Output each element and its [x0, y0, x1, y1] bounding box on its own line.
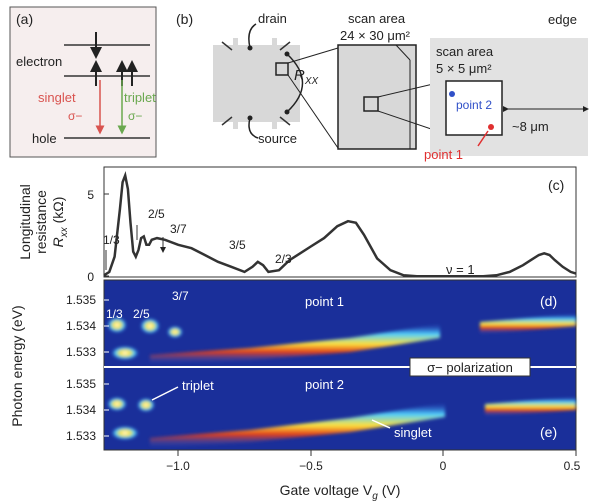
xtick-0: 0 — [440, 459, 447, 473]
triplet-label: triplet — [124, 90, 156, 105]
map-d-singlet-band — [150, 324, 440, 364]
panel-a-label: (a) — [16, 11, 33, 27]
panel-b: (b) drain source RXX scan area 24 × 30 μ… — [176, 11, 589, 162]
singlet-label: singlet — [38, 90, 76, 105]
map-e-y-ticks — [104, 383, 109, 437]
zoom-line-top — [287, 47, 339, 64]
scan-large-line1: scan area — [348, 11, 406, 26]
fraction-3-7-c: 3/7 — [170, 222, 187, 236]
xtick-0-5: 0.5 — [564, 459, 581, 473]
hall-bar-sample — [213, 38, 300, 129]
rxx-ytick-5: 5 — [87, 188, 94, 202]
photon-energy-ylabel: Photon energy (eV) — [9, 305, 25, 426]
xtick-minus-1: −1.0 — [166, 459, 190, 473]
map-e-right-band — [485, 397, 576, 416]
panel-d-label: (d) — [540, 293, 557, 309]
point-1-label: point 1 — [424, 147, 463, 162]
fraction-3-7-d: 3/7 — [172, 289, 189, 303]
map-e-spot-triplet — [137, 398, 155, 412]
panel-c: 5 0 (c) 1/3 2/5 3/7 3/5 2/3 ν = 1 Longit… — [17, 166, 577, 284]
map-d-spot-low — [111, 346, 139, 360]
nu-1-label: ν = 1 — [446, 262, 475, 277]
rxx-ylabel-line2: resistance — [33, 190, 49, 254]
source-label: source — [258, 131, 297, 146]
panel-c-frame — [103, 166, 577, 278]
singlet-pointer — [371, 419, 391, 429]
source-lead — [248, 117, 259, 139]
hall-bar-contacts — [221, 41, 291, 126]
map-e-bands — [107, 397, 576, 448]
large-scan-edge-top — [395, 44, 411, 61]
xtick-minus-0-5: −0.5 — [299, 459, 323, 473]
rxx-label: RXX — [294, 67, 319, 87]
fraction-1-3-d: 1/3 — [106, 307, 123, 321]
polarization-label: σ− polarization — [427, 360, 513, 375]
scan-small-line1: scan area — [436, 44, 494, 59]
electron-label: electron — [16, 54, 62, 69]
singlet-polarization: σ− — [68, 109, 82, 123]
fraction-2-5-c: 2/5 — [148, 207, 165, 221]
panel-a: (a) electron hole singlet σ− triplet σ− — [9, 6, 157, 158]
rxx-ylabel-line3: Rxx (kΩ) — [50, 197, 70, 248]
drain-label: drain — [258, 11, 287, 26]
zoom-line-bottom — [287, 74, 339, 149]
map-d-right-band — [480, 314, 576, 334]
x-axis: −1.0 −0.5 0 0.5 Gate voltage Vg (V) — [166, 450, 581, 502]
triplet-pointer — [151, 386, 179, 401]
gate-voltage-xlabel: Gate voltage Vg (V) — [280, 482, 401, 502]
hole-label: hole — [32, 131, 57, 146]
map-e-spot-1 — [107, 397, 127, 411]
point-2-marker — [449, 91, 455, 97]
panel-b-label: (b) — [176, 11, 193, 27]
singlet-map-label: singlet — [394, 425, 432, 440]
map-d-point-label: point 1 — [305, 294, 344, 309]
map-d-y-ticks — [104, 299, 109, 353]
fraction-3-5-c: 3/5 — [229, 238, 246, 252]
fraction-2-5-d: 2/5 — [133, 307, 150, 321]
x-tick-marks — [177, 450, 577, 456]
rxx-curve — [103, 171, 577, 278]
panel-e-label: (e) — [540, 424, 557, 440]
rxx-ytick-0: 0 — [87, 270, 94, 284]
rxx-axis-label: Longitudinal resistance Rxx (kΩ) — [17, 184, 70, 260]
map-d-ytick-1535: 1.535 — [66, 293, 96, 307]
map-e-singlet-band — [150, 403, 445, 448]
drain-lead — [248, 23, 257, 49]
fraction-1-3-c: 1/3 — [103, 233, 120, 247]
map-e-ytick-1533: 1.533 — [66, 429, 96, 443]
map-d-bands — [107, 314, 576, 364]
distance-label: ~8 μm — [512, 119, 549, 134]
map-d-spot-2-5 — [140, 318, 160, 334]
edge-label: edge — [548, 12, 577, 27]
scan-small-line2: 5 × 5 μm² — [436, 61, 492, 76]
map-e-spot-low — [111, 426, 139, 440]
polarization-box — [409, 357, 531, 377]
triplet-polarization: σ− — [128, 109, 142, 123]
point-1-pointer — [477, 130, 489, 147]
maps-panels: 1/3 2/5 3/7 point 1 (d) σ− polarization … — [9, 279, 577, 451]
fraction-2-3-c: 2/3 — [275, 252, 292, 266]
point-1-marker — [488, 124, 494, 130]
large-scan-marker — [363, 96, 379, 112]
rxx-lead — [286, 53, 304, 113]
triplet-map-label: triplet — [182, 378, 214, 393]
map-d-ytick-1534: 1.534 — [66, 319, 96, 333]
map-e-point-label: point 2 — [305, 377, 344, 392]
scan-large-line2: 24 × 30 μm² — [340, 28, 411, 43]
map-d-ytick-1533: 1.533 — [66, 345, 96, 359]
panel-c-label: (c) — [548, 177, 564, 193]
fraction-arrows-c — [105, 225, 163, 270]
point-2-label: point 2 — [456, 98, 492, 112]
map-d-spot-1-3 — [107, 317, 127, 333]
map-e-ytick-1534: 1.534 — [66, 403, 96, 417]
hall-bar-scan-marker — [275, 62, 289, 76]
rxx-ylabel-line1: Longitudinal — [17, 184, 33, 260]
map-e-ytick-1535: 1.535 — [66, 377, 96, 391]
map-d-spot-3-7 — [167, 326, 183, 338]
